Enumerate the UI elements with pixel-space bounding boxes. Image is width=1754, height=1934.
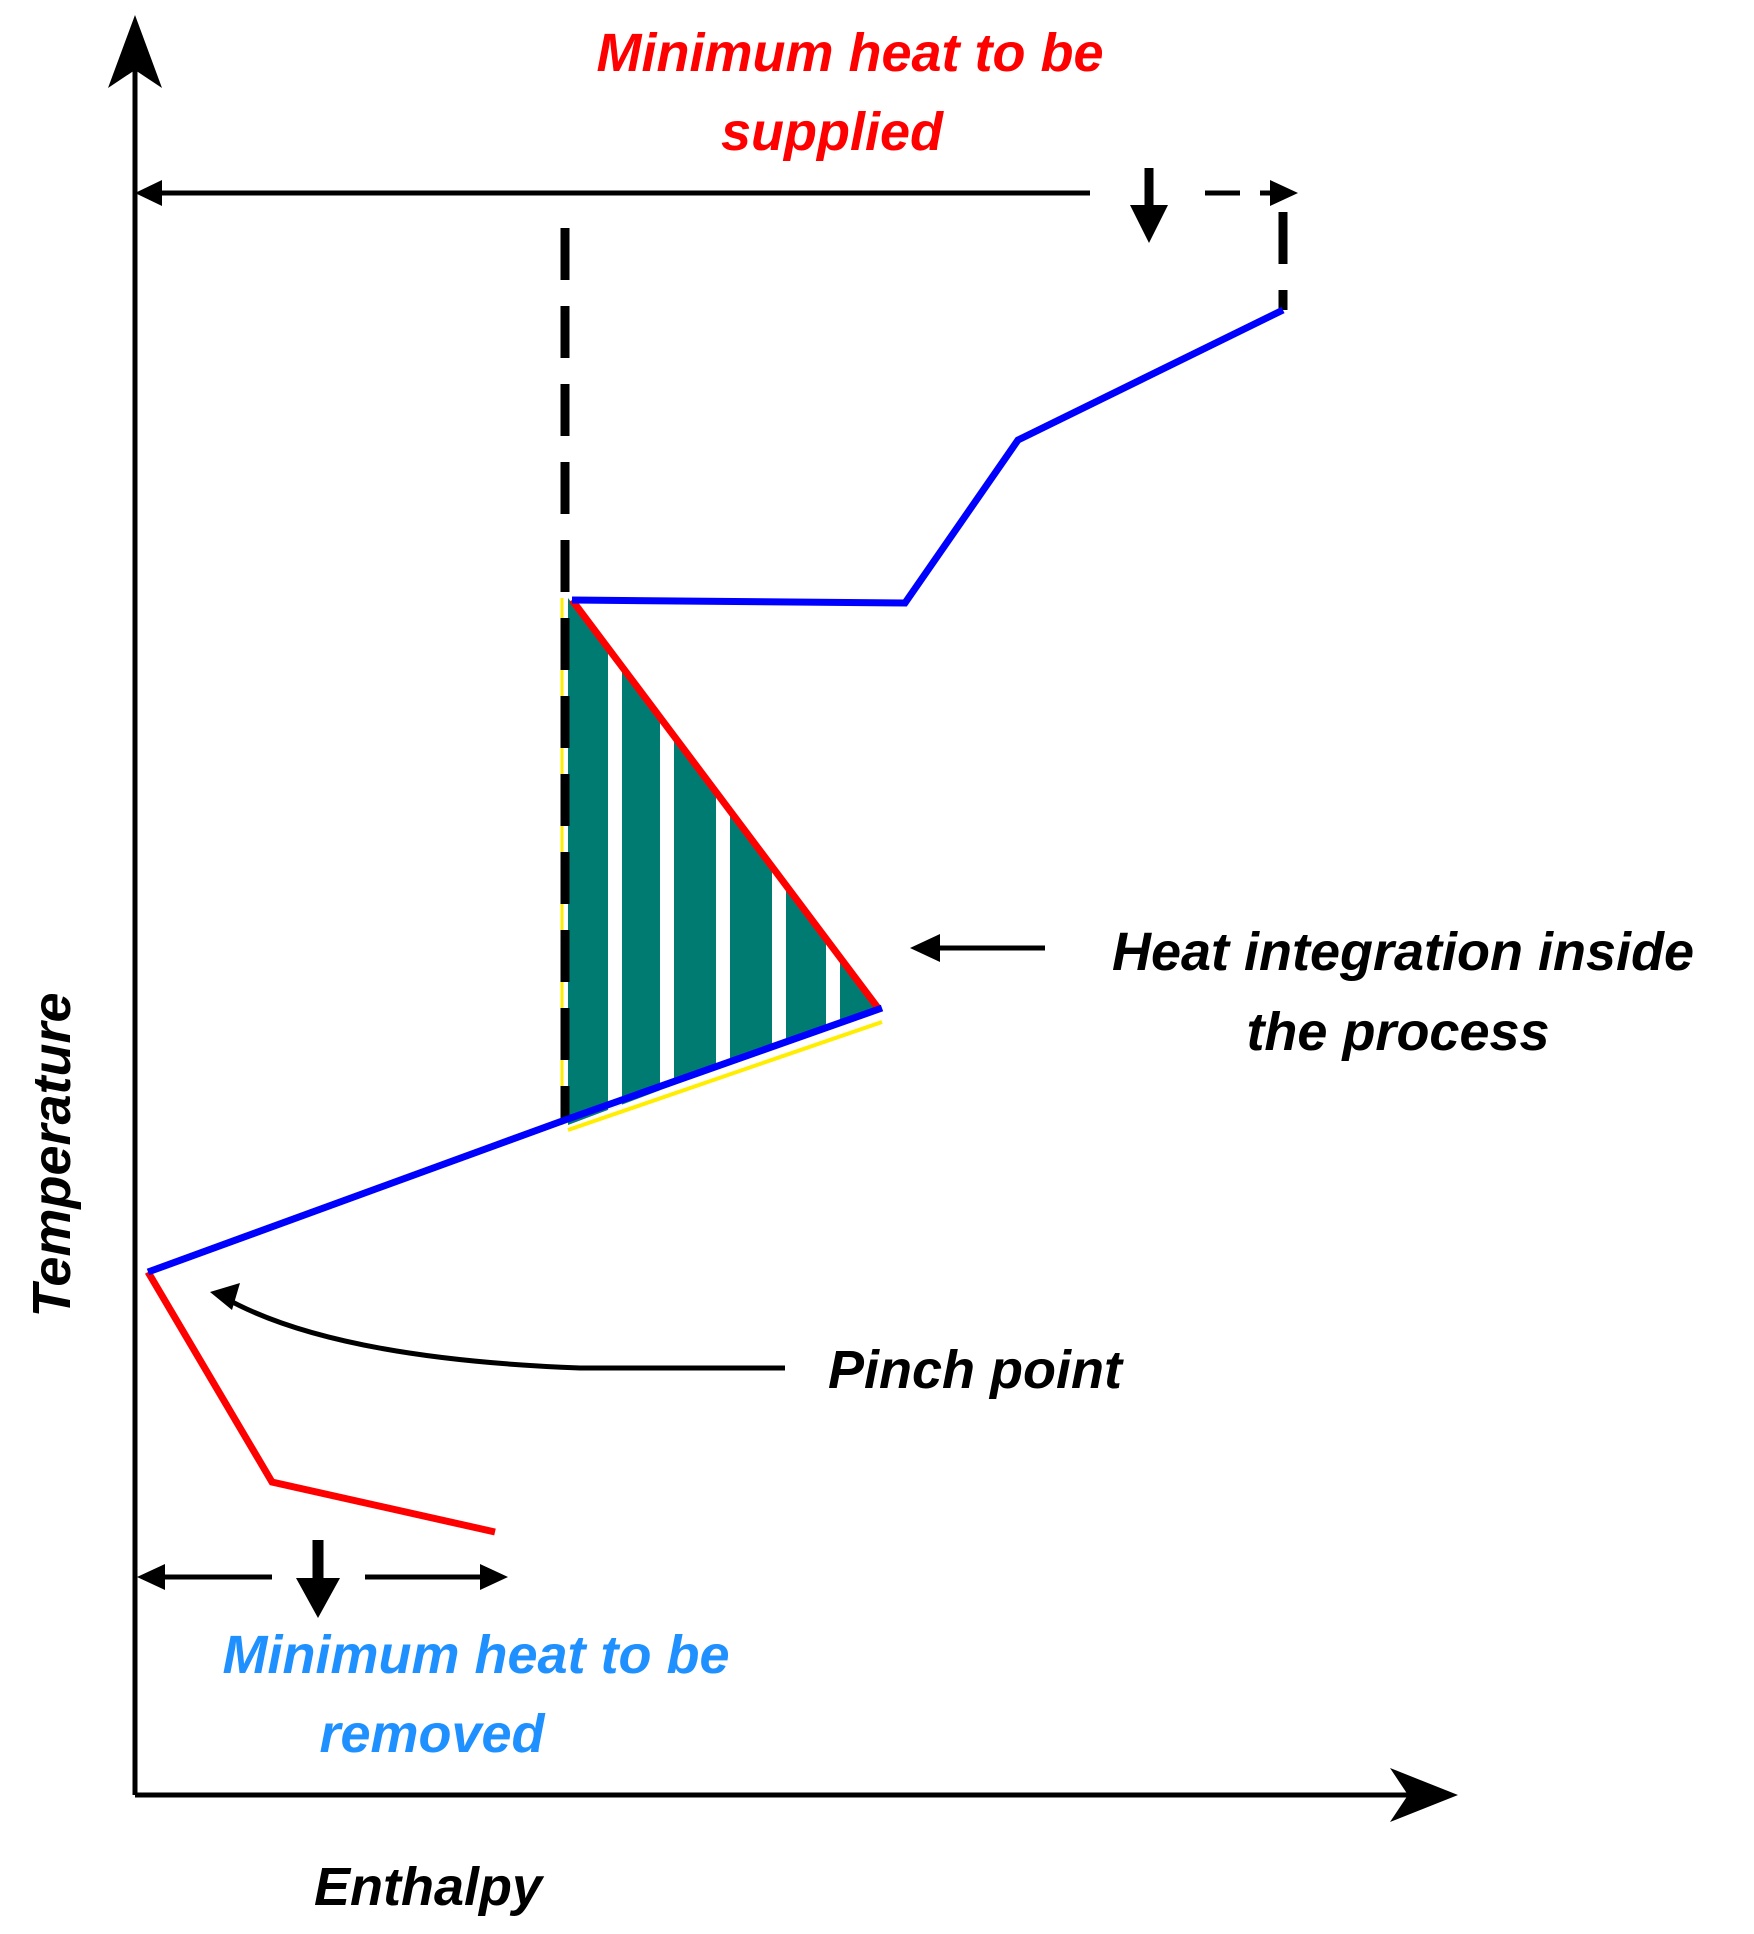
- pinch-point-label: Pinch point: [828, 1340, 1124, 1400]
- y-axis-arrowhead-icon: [108, 15, 162, 88]
- guide-lines: [560, 212, 1288, 1120]
- integration-pointer: [910, 934, 1045, 962]
- heat-removed-label-line2: removed: [319, 1704, 545, 1764]
- left-arrowhead-icon: [135, 180, 162, 206]
- integration-bottom-edge: [567, 1020, 883, 1132]
- cold-composite-curve-upper: [571, 306, 1285, 607]
- heat-removed-arrow: [137, 1540, 508, 1618]
- pinch-point-pointer: [210, 1283, 785, 1371]
- cold-composite-curve-lower: [146, 1004, 884, 1276]
- heat-supplied-arrow: [135, 168, 1298, 243]
- integration-label-line2: the process: [1246, 1002, 1549, 1062]
- integration-arrowhead-icon: [910, 934, 940, 962]
- down-arrow-icon: [296, 1578, 340, 1618]
- heat-removed-label-line1: Minimum heat to be: [222, 1625, 729, 1685]
- x-axis-arrowhead-icon: [1390, 1768, 1458, 1822]
- axes: [108, 15, 1458, 1822]
- integration-label-line1: Heat integration inside: [1112, 922, 1694, 982]
- pinch-arrowhead-icon: [210, 1283, 240, 1310]
- left-arrowhead-icon: [137, 1564, 165, 1590]
- hot-composite-curve-upper: [569, 597, 881, 1011]
- heat-supplied-label-line1: Minimum heat to be: [596, 23, 1103, 83]
- heat-supplied-label-line2: supplied: [721, 102, 944, 162]
- y-axis-label: Temperature: [22, 992, 82, 1317]
- x-axis-label: Enthalpy: [314, 1857, 545, 1917]
- right-arrowhead-icon: [1270, 180, 1298, 206]
- down-arrow-icon: [1130, 205, 1168, 243]
- hot-composite-curve-lower: [144, 1270, 496, 1536]
- right-arrowhead-icon: [480, 1564, 508, 1590]
